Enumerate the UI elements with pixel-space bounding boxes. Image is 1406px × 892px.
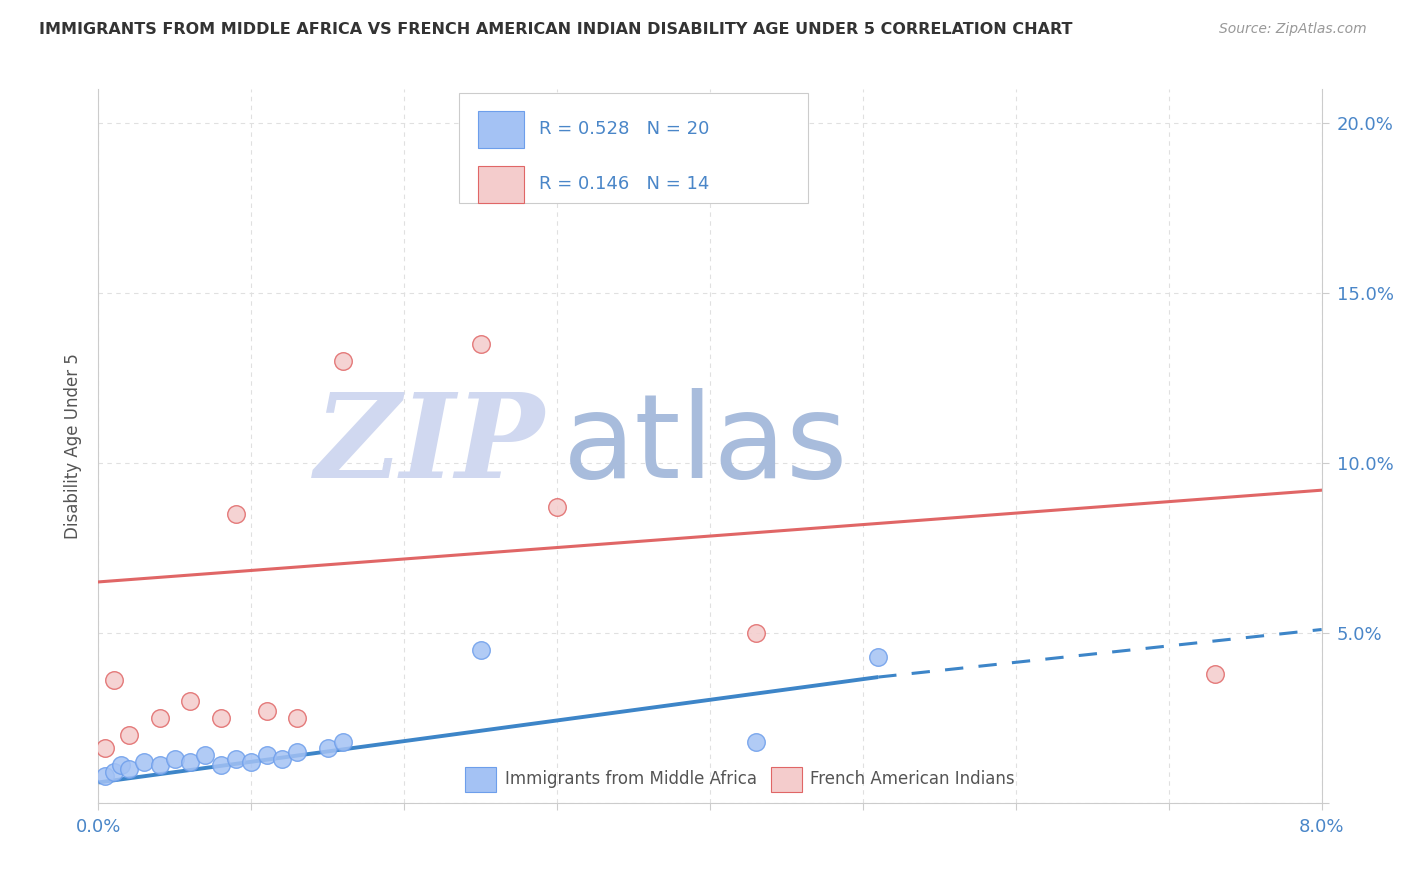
Point (163, 751, 186, 765)
Text: Immigrants from Middle Africa: Immigrants from Middle Africa (505, 771, 756, 789)
Point (225, 507, 247, 521)
Point (745, 626, 768, 640)
Text: atlas: atlas (564, 389, 849, 503)
Point (256, 704, 278, 718)
Point (93, 769, 115, 783)
Point (93, 741, 115, 756)
Point (118, 728, 141, 742)
Point (179, 755, 201, 769)
FancyBboxPatch shape (478, 111, 524, 148)
FancyBboxPatch shape (478, 166, 524, 202)
Point (745, 734, 768, 748)
Text: Source: ZipAtlas.com: Source: ZipAtlas.com (1219, 22, 1367, 37)
Point (103, 765, 125, 780)
Point (868, 649, 890, 664)
Point (149, 758, 172, 772)
Point (194, 748, 217, 763)
Point (332, 354, 354, 368)
Point (209, 758, 232, 772)
Point (179, 694, 201, 708)
Point (285, 711, 308, 725)
Y-axis label: Disability Age Under 5: Disability Age Under 5 (65, 353, 83, 539)
Point (270, 751, 294, 765)
FancyBboxPatch shape (460, 93, 808, 203)
Point (110, 758, 132, 772)
Text: French American Indians: French American Indians (810, 771, 1015, 789)
Point (118, 762, 141, 776)
Point (285, 745, 308, 759)
Point (240, 755, 263, 769)
Text: R = 0.528   N = 20: R = 0.528 N = 20 (538, 120, 709, 138)
Point (225, 751, 247, 765)
Point (103, 673, 125, 688)
Text: IMMIGRANTS FROM MIDDLE AFRICA VS FRENCH AMERICAN INDIAN DISABILITY AGE UNDER 5 C: IMMIGRANTS FROM MIDDLE AFRICA VS FRENCH … (39, 22, 1073, 37)
FancyBboxPatch shape (465, 767, 496, 792)
Text: ZIP: ZIP (315, 389, 546, 503)
Point (1204, 666, 1226, 681)
Point (546, 500, 568, 515)
Point (470, 337, 492, 351)
Point (332, 734, 354, 748)
Point (149, 711, 172, 725)
Text: R = 0.146   N = 14: R = 0.146 N = 14 (538, 175, 709, 193)
FancyBboxPatch shape (772, 767, 801, 792)
Point (316, 741, 339, 756)
Point (134, 755, 156, 769)
Point (470, 643, 492, 657)
Point (209, 711, 232, 725)
Point (256, 748, 278, 763)
